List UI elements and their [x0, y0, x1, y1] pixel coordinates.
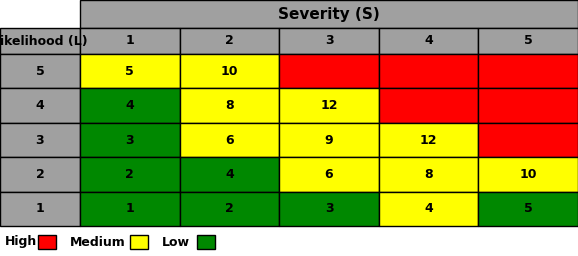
- Text: Low: Low: [162, 236, 190, 249]
- Bar: [279, 191, 379, 226]
- Text: 8: 8: [424, 168, 433, 181]
- Text: 15: 15: [520, 133, 537, 146]
- Bar: [80, 157, 180, 191]
- Bar: [0, 157, 80, 191]
- Text: 4: 4: [125, 99, 134, 112]
- Text: 4: 4: [424, 202, 433, 215]
- Text: 6: 6: [225, 133, 234, 146]
- Text: 12: 12: [320, 99, 338, 112]
- Bar: [479, 157, 578, 191]
- Text: 20: 20: [520, 99, 537, 112]
- Bar: [80, 54, 180, 88]
- Text: 15: 15: [320, 65, 338, 78]
- Bar: [279, 157, 379, 191]
- Bar: [379, 191, 479, 226]
- Bar: [279, 123, 379, 157]
- Text: 5: 5: [36, 65, 45, 78]
- Text: 6: 6: [325, 168, 334, 181]
- Text: 2: 2: [36, 168, 45, 181]
- Bar: [0, 54, 80, 88]
- Text: 2: 2: [125, 168, 134, 181]
- Text: High: High: [5, 236, 37, 249]
- Bar: [0, 191, 80, 226]
- Text: 1: 1: [125, 35, 134, 48]
- Text: 1: 1: [125, 202, 134, 215]
- Bar: [479, 54, 578, 88]
- Bar: [130, 235, 148, 249]
- Text: 3: 3: [36, 133, 45, 146]
- Bar: [80, 0, 578, 28]
- Bar: [180, 28, 279, 54]
- Text: 2: 2: [225, 35, 234, 48]
- Bar: [379, 88, 479, 123]
- Text: 3: 3: [325, 202, 334, 215]
- Bar: [279, 28, 379, 54]
- Bar: [479, 88, 578, 123]
- Text: 2: 2: [225, 202, 234, 215]
- Bar: [0, 28, 80, 54]
- Bar: [479, 191, 578, 226]
- Bar: [379, 157, 479, 191]
- Text: 4: 4: [424, 35, 433, 48]
- Bar: [197, 235, 215, 249]
- Text: 9: 9: [325, 133, 334, 146]
- Text: 5: 5: [524, 35, 532, 48]
- Text: 12: 12: [420, 133, 438, 146]
- Text: Likelihood (L): Likelihood (L): [0, 35, 88, 48]
- Text: 10: 10: [221, 65, 238, 78]
- Bar: [279, 54, 379, 88]
- Bar: [180, 88, 279, 123]
- Bar: [38, 235, 56, 249]
- Bar: [379, 123, 479, 157]
- Bar: [0, 123, 80, 157]
- Text: 3: 3: [125, 133, 134, 146]
- Text: 8: 8: [225, 99, 234, 112]
- Text: 5: 5: [524, 202, 532, 215]
- Bar: [80, 191, 180, 226]
- Text: 3: 3: [325, 35, 334, 48]
- Text: 20: 20: [420, 65, 438, 78]
- Bar: [379, 28, 479, 54]
- Bar: [479, 123, 578, 157]
- Bar: [80, 123, 180, 157]
- Bar: [180, 54, 279, 88]
- Bar: [0, 0, 80, 28]
- Text: 16: 16: [420, 99, 438, 112]
- Bar: [379, 54, 479, 88]
- Bar: [0, 88, 80, 123]
- Text: 4: 4: [225, 168, 234, 181]
- Bar: [180, 123, 279, 157]
- Bar: [479, 28, 578, 54]
- Text: 5: 5: [125, 65, 134, 78]
- Bar: [279, 88, 379, 123]
- Text: 25: 25: [520, 65, 537, 78]
- Bar: [80, 28, 180, 54]
- Text: Medium: Medium: [70, 236, 126, 249]
- Text: 10: 10: [520, 168, 537, 181]
- Text: Severity (S): Severity (S): [278, 6, 380, 22]
- Bar: [180, 157, 279, 191]
- Text: 4: 4: [36, 99, 45, 112]
- Bar: [80, 88, 180, 123]
- Bar: [180, 191, 279, 226]
- Text: 1: 1: [36, 202, 45, 215]
